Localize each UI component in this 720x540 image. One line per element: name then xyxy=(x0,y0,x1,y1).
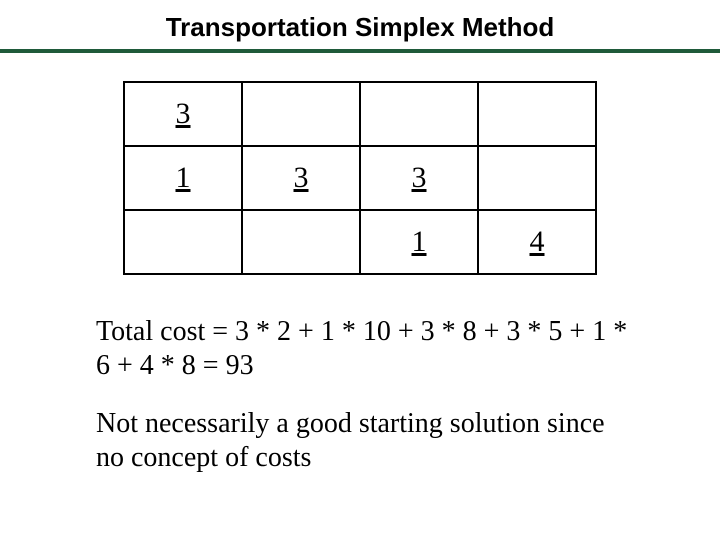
table-row: 1 4 xyxy=(124,210,596,274)
title-underline-rule xyxy=(0,49,720,53)
cell-value: 1 xyxy=(412,225,427,258)
paragraph: Total cost = 3 * 2 + 1 * 10 + 3 * 8 + 3 … xyxy=(96,315,630,383)
cell-value: 4 xyxy=(530,225,545,258)
table-container: 3 1 3 3 1 4 xyxy=(0,81,720,275)
cell: 1 xyxy=(360,210,478,274)
cell-value: 3 xyxy=(294,161,309,194)
cell-value: 1 xyxy=(176,161,191,194)
cell xyxy=(360,82,478,146)
cell: 4 xyxy=(478,210,596,274)
cell-value: 3 xyxy=(176,97,191,130)
cell xyxy=(478,82,596,146)
allocation-table: 3 1 3 3 1 4 xyxy=(123,81,597,275)
paragraph: Not necessarily a good starting solution… xyxy=(96,407,630,475)
table-row: 3 xyxy=(124,82,596,146)
body-text: Total cost = 3 * 2 + 1 * 10 + 3 * 8 + 3 … xyxy=(96,315,630,476)
table-row: 1 3 3 xyxy=(124,146,596,210)
cell: 3 xyxy=(124,82,242,146)
page-title: Transportation Simplex Method xyxy=(0,12,720,43)
cell: 3 xyxy=(242,146,360,210)
cell-value: 3 xyxy=(412,161,427,194)
cell xyxy=(242,82,360,146)
cell xyxy=(124,210,242,274)
cell: 3 xyxy=(360,146,478,210)
cell: 1 xyxy=(124,146,242,210)
cell xyxy=(242,210,360,274)
cell xyxy=(478,146,596,210)
title-bar: Transportation Simplex Method xyxy=(0,0,720,43)
